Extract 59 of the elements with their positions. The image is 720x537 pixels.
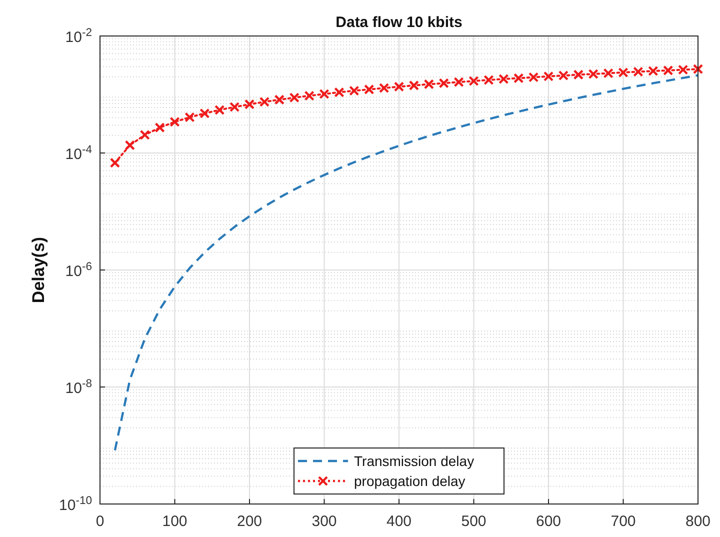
point xyxy=(170,116,180,128)
point xyxy=(692,64,704,74)
x-tick-label: 400 xyxy=(386,513,412,530)
point xyxy=(319,88,330,100)
point xyxy=(184,112,195,122)
point xyxy=(528,72,539,82)
x-tick-label: 100 xyxy=(162,513,188,530)
y-axis-title: Delay(s) xyxy=(29,236,48,304)
point xyxy=(543,71,554,82)
point xyxy=(378,82,390,94)
y-tick-label: 10$^{-8}$ xyxy=(65,378,92,397)
legend-label: propagation delay xyxy=(354,473,466,489)
point xyxy=(154,122,165,133)
point xyxy=(364,84,374,95)
point xyxy=(484,74,494,86)
point xyxy=(408,80,420,91)
point xyxy=(633,66,644,77)
point xyxy=(394,82,404,92)
point xyxy=(304,90,314,101)
x-tick-label: 0 xyxy=(96,513,104,530)
point xyxy=(124,140,135,150)
y-tick-label: 10$^{-2}$ xyxy=(65,27,92,46)
point xyxy=(573,70,584,80)
point xyxy=(229,102,240,112)
x-tick-label: 500 xyxy=(461,513,486,530)
point xyxy=(514,73,524,84)
point xyxy=(110,158,120,168)
y-tick-label: 10$^{-6}$ xyxy=(65,261,92,280)
point xyxy=(663,65,674,76)
point xyxy=(200,108,210,118)
point xyxy=(498,74,509,84)
y-tick-label: 10$^{-4}$ xyxy=(65,144,92,163)
point xyxy=(558,70,569,81)
x-tick-label: 800 xyxy=(685,513,711,530)
point xyxy=(140,130,150,140)
point xyxy=(214,104,225,116)
point xyxy=(468,76,479,86)
point xyxy=(289,92,300,103)
point xyxy=(603,68,614,78)
point xyxy=(244,99,255,110)
point xyxy=(648,66,658,76)
point xyxy=(274,94,284,105)
point xyxy=(438,78,449,88)
point xyxy=(588,68,598,80)
point xyxy=(678,64,688,75)
point xyxy=(424,79,434,90)
point xyxy=(454,76,464,88)
x-tick-label: 200 xyxy=(236,513,262,530)
point xyxy=(259,96,270,107)
x-tick-label: 700 xyxy=(610,513,636,530)
point xyxy=(349,86,360,96)
point xyxy=(618,67,628,78)
line-series xyxy=(114,74,700,452)
chart-title: Data flow 10 kbits xyxy=(336,14,462,31)
x-tick-label: 600 xyxy=(536,513,562,530)
y-tick-label: 10$^{-10}$ xyxy=(59,495,92,514)
point xyxy=(334,87,344,98)
x-tick-label: 300 xyxy=(312,513,337,530)
legend-label: Transmission delay xyxy=(354,453,474,469)
